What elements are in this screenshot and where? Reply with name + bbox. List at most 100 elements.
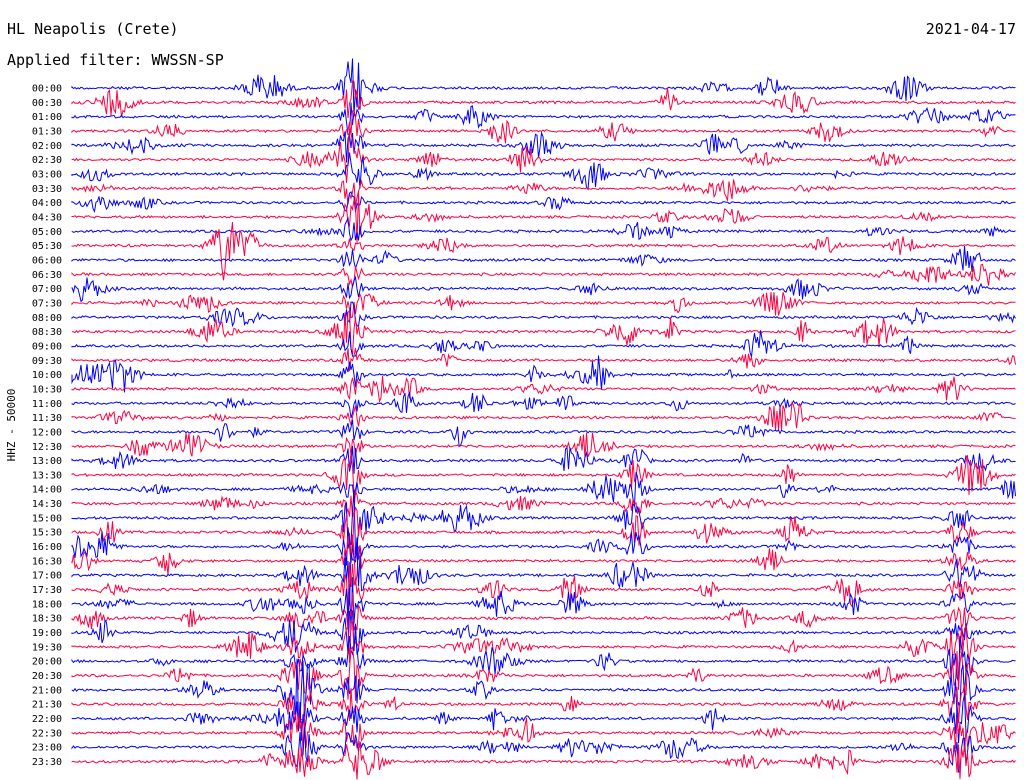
time-tick-label: 20:00 [32, 657, 62, 668]
trace-line [71, 347, 1016, 372]
time-tick-label: 17:00 [32, 571, 62, 582]
time-tick-label: 19:00 [32, 628, 62, 639]
trace-line [71, 432, 1016, 458]
time-tick-label: 18:00 [32, 599, 62, 610]
trace-line [71, 694, 1016, 744]
trace-line [71, 490, 1016, 518]
trace-line [71, 534, 1016, 586]
time-tick-label: 04:30 [32, 212, 62, 223]
trace-line [71, 131, 1016, 163]
time-tick-label: 20:30 [32, 671, 62, 682]
time-tick-label: 11:30 [32, 413, 62, 424]
trace-line [71, 472, 1016, 507]
trace-line [71, 275, 1016, 303]
trace-line [71, 179, 1016, 206]
time-tick-label: 00:30 [32, 98, 62, 109]
time-tick-label: 12:00 [32, 427, 62, 438]
trace-line [71, 727, 1016, 773]
trace-line [71, 110, 1016, 144]
trace-line [71, 391, 1016, 419]
trace-line [71, 527, 1016, 566]
trace-line [71, 58, 1016, 116]
time-tick-label: 06:30 [32, 270, 62, 281]
time-tick-label: 07:30 [32, 298, 62, 309]
time-tick-labels: 00:00 00:30 01:00 01:30 02:00 02:30 03:00 03:30… [32, 84, 62, 769]
trace-line [71, 152, 1016, 191]
time-tick-label: 15:30 [32, 528, 62, 539]
time-tick-label: 16:00 [32, 542, 62, 553]
trace-line [71, 80, 1016, 119]
time-tick-label: 23:30 [32, 757, 62, 768]
trace-line [71, 419, 1016, 447]
trace-line [71, 452, 1016, 495]
trace-line [71, 191, 1016, 244]
time-tick-label: 13:00 [32, 456, 62, 467]
time-tick-label: 10:30 [32, 384, 62, 395]
time-tick-label: 02:30 [32, 155, 62, 166]
trace-line [71, 489, 1016, 555]
trace-line [71, 682, 1016, 724]
trace-line [71, 620, 1016, 664]
time-tick-label: 09:00 [32, 341, 62, 352]
time-tick-label: 21:30 [32, 700, 62, 711]
trace-line [71, 129, 1016, 183]
trace-group [71, 58, 1016, 780]
time-tick-label: 05:00 [32, 227, 62, 238]
time-tick-label: 19:30 [32, 642, 62, 653]
trace-line [71, 330, 1016, 358]
trace-line [71, 245, 1016, 272]
time-tick-label: 17:30 [32, 585, 62, 596]
time-tick-label: 01:00 [32, 112, 62, 123]
trace-line [71, 713, 1016, 752]
trace-line [71, 635, 1016, 682]
time-tick-label: 08:00 [32, 313, 62, 324]
trace-line [71, 355, 1016, 393]
time-tick-label: 22:00 [32, 714, 62, 725]
time-tick-label: 22:30 [32, 728, 62, 739]
time-tick-label: 00:00 [32, 84, 62, 95]
time-tick-label: 15:00 [32, 513, 62, 524]
time-tick-label: 05:30 [32, 241, 62, 252]
time-tick-label: 04:00 [32, 198, 62, 209]
time-tick-label: 14:30 [32, 499, 62, 510]
time-tick-label: 03:00 [32, 169, 62, 180]
trace-line [71, 221, 1016, 281]
trace-line [71, 445, 1016, 474]
time-tick-label: 09:30 [32, 356, 62, 367]
time-tick-label: 23:00 [32, 743, 62, 754]
time-tick-label: 07:00 [32, 284, 62, 295]
station-title: HL Neapolis (Crete) [7, 20, 179, 38]
trace-line [71, 577, 1016, 631]
time-tick-label: 10:00 [32, 370, 62, 381]
time-tick-label: 03:30 [32, 184, 62, 195]
trace-line [71, 191, 1016, 213]
trace-line [71, 548, 1016, 606]
trace-line [71, 309, 1016, 355]
date-label: 2021-04-17 [925, 20, 1016, 38]
y-axis-label: HHZ - 50000 [5, 389, 18, 462]
time-tick-label: 16:30 [32, 556, 62, 567]
trace-line [71, 263, 1016, 288]
trace-line [71, 609, 1016, 655]
time-tick-label: 18:30 [32, 614, 62, 625]
time-tick-label: 21:00 [32, 685, 62, 696]
filter-label: Applied filter: WWSSN-SP [7, 51, 224, 69]
time-tick-label: 06:00 [32, 255, 62, 266]
trace-line [71, 102, 1016, 136]
time-tick-label: 02:00 [32, 141, 62, 152]
trace-line [71, 506, 1016, 560]
trace-line [71, 645, 1016, 701]
trace-line [71, 741, 1016, 780]
time-tick-label: 12:30 [32, 442, 62, 453]
trace-line [71, 592, 1016, 631]
trace-line [71, 562, 1016, 610]
time-tick-label: 01:30 [32, 126, 62, 137]
time-tick-label: 11:00 [32, 399, 62, 410]
trace-line [71, 401, 1016, 431]
time-tick-label: 14:00 [32, 485, 62, 496]
trace-line [71, 216, 1016, 242]
trace-line [71, 301, 1016, 328]
trace-line [71, 658, 1016, 724]
trace-line [71, 291, 1016, 319]
